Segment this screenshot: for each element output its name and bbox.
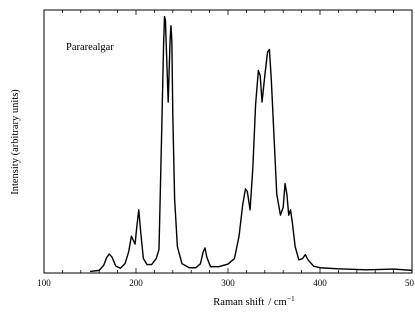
x-axis-tick-labels: 100 200 300 400 50 xyxy=(37,278,414,288)
y-axis-title: Intensity (arbitrary units) xyxy=(10,89,21,195)
spectrum-line xyxy=(89,15,413,273)
x-tick-label-100: 100 xyxy=(37,278,51,288)
x-tick-label-200: 200 xyxy=(129,278,143,288)
x-axis-title: Raman shift / cm−1 xyxy=(213,294,295,308)
x-tick-label-400: 400 xyxy=(313,278,327,288)
x-axis-ticks xyxy=(43,10,413,273)
x-axis-title-unit: / cm xyxy=(268,297,286,308)
sample-annotation: Pararealgar xyxy=(66,42,114,53)
x-tick-label-300: 300 xyxy=(221,278,235,288)
x-axis-title-exponent: −1 xyxy=(287,294,295,303)
x-tick-label-500: 50 xyxy=(405,278,415,288)
x-axis-title-main: Raman shift xyxy=(213,297,264,308)
